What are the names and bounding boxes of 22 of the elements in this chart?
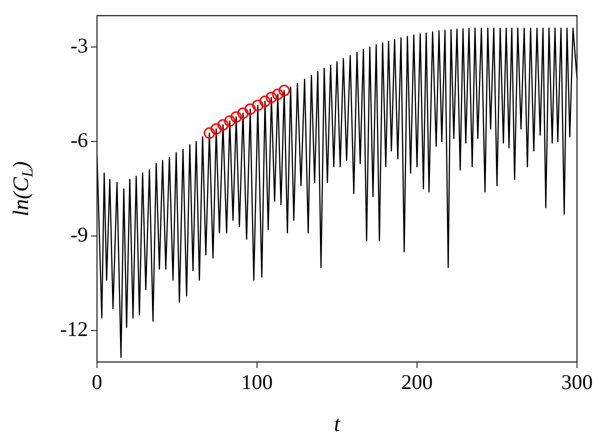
point [224, 115, 236, 127]
y-tick-label: -9 [70, 222, 88, 247]
point [244, 103, 256, 115]
x-tick-label: 100 [241, 370, 273, 394]
x-tick-label: 0 [92, 370, 102, 394]
point [252, 100, 264, 112]
point [217, 119, 229, 131]
point [204, 127, 216, 139]
y-tick-label: -3 [70, 34, 88, 58]
x-axis-title: t [334, 410, 341, 436]
x-tick-label: 300 [561, 370, 593, 394]
y-tick-label: -12 [60, 317, 88, 342]
point [230, 111, 242, 123]
y-axis-title: ln(CL) [8, 161, 37, 216]
point [237, 107, 249, 119]
point [210, 123, 222, 135]
point [259, 96, 271, 108]
y-tick-label: -6 [70, 128, 88, 152]
point [272, 88, 284, 100]
point [278, 84, 290, 96]
x-tick-label: 200 [401, 370, 433, 394]
point [266, 92, 278, 104]
